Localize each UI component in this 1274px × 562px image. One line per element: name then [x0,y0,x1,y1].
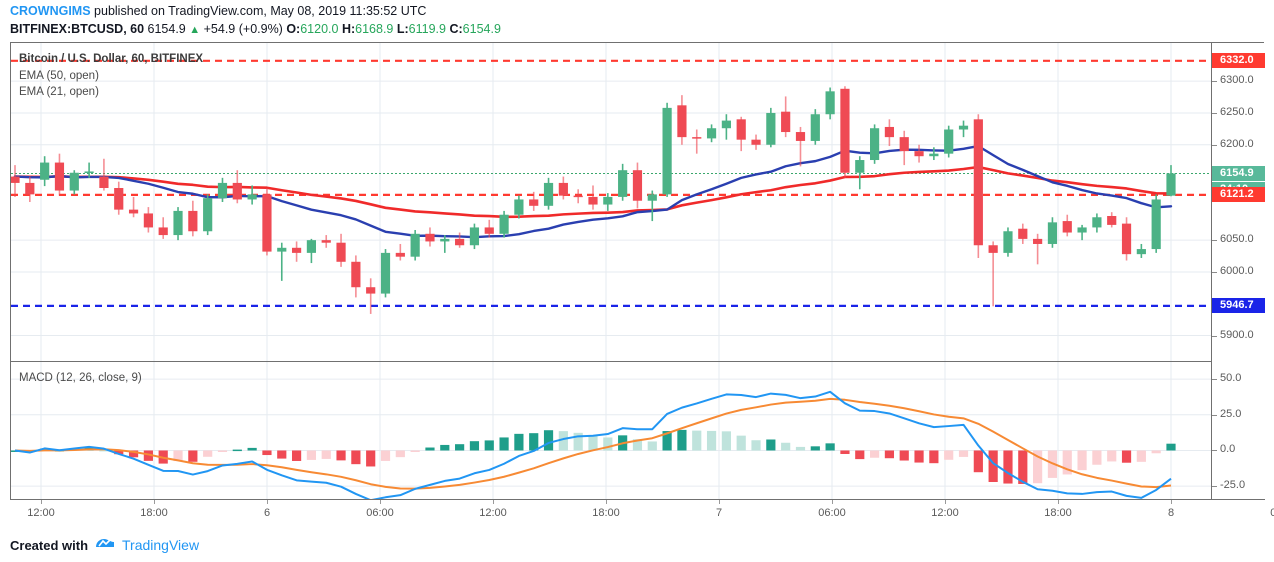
low-key: L: [396,22,409,36]
chart-frame: Bitcoin / U.S. Dollar, 60, BITFINEX EMA … [10,42,1274,519]
price-plot [11,43,1211,361]
macd-pane[interactable]: MACD (12, 26, close, 9) [11,362,1211,499]
time-axis-label: 12:00 [27,507,55,519]
time-tick [832,500,833,504]
axis-tick [1212,81,1217,83]
time-axis-label: 8 [1167,507,1175,519]
footer: Created with TradingView [10,533,199,557]
time-axis-label: 6 [263,507,271,519]
up-triangle-icon: ▲ [189,24,201,36]
last-price: 6154.9 [147,22,186,36]
price-tick-label: 6300.0 [1220,74,1254,87]
axis-tick [1212,335,1217,337]
time-axis-divider [11,499,1265,500]
time-axis-label: 06:00 [1270,507,1274,519]
axis-divider [1211,43,1212,499]
time-tick [493,500,494,504]
price-tick-label: 5900.0 [1220,328,1254,341]
time-tick [606,500,607,504]
macd-tick-label: -25.0 [1220,479,1246,492]
price-tick-label: 6050.0 [1220,233,1254,246]
price-legend-ema50: EMA (50, open) [19,70,99,82]
axis-tick [1212,414,1217,416]
price-tick-label: 6000.0 [1220,264,1254,277]
published-text: published on TradingView.com, May 08, 20… [94,4,427,18]
publication-line: CROWNGIMS published on TradingView.com, … [10,3,1274,19]
macd-plot [11,362,1211,499]
axis-tick [1212,271,1217,273]
time-axis-label: 18:00 [592,507,620,519]
time-axis-label: 06:00 [366,507,394,519]
low-value: 6119.9 [408,22,446,36]
axis-tick [1212,450,1217,452]
time-tick [945,500,946,504]
chart-header: CROWNGIMS published on TradingView.com, … [0,0,1274,40]
time-axis-label: 12:00 [479,507,507,519]
created-with-label: Created with [10,537,89,553]
last-price-badge[interactable]: 6154.9 [1212,165,1265,181]
symbol-label[interactable]: BITFINEX:BTCUSD, 60 [10,22,145,36]
high-value: 6168.9 [355,22,394,36]
tradingview-logo-icon [94,535,116,556]
resistance-price-badge[interactable]: 6332.0 [1212,53,1265,69]
time-tick [719,500,720,504]
axis-tick [1212,486,1217,488]
time-axis-label: 18:00 [1044,507,1072,519]
time-axis-label: 7 [715,507,723,519]
support-price-badge[interactable]: 5946.7 [1212,298,1265,314]
macd-tick-label: 50.0 [1220,372,1242,385]
macd-legend: MACD (12, 26, close, 9) [19,372,142,384]
axis-tick [1212,144,1217,146]
time-axis-label: 12:00 [931,507,959,519]
axis-tick [1212,379,1217,381]
close-key: C: [449,22,463,36]
axis-tick [1212,240,1217,242]
macd-tick-label: 0.0 [1220,443,1236,456]
price-tick-label: 6250.0 [1220,105,1254,118]
price-change: +54.9 (+0.9%) [203,22,283,36]
price-legend-ema21: EMA (21, open) [19,86,99,98]
time-axis-label: 06:00 [818,507,846,519]
macd-tick-label: 25.0 [1220,407,1242,420]
time-tick [380,500,381,504]
time-tick [1058,500,1059,504]
price-tick-label: 6200.0 [1220,137,1254,150]
time-tick [41,500,42,504]
tradingview-brand-label: TradingView [122,537,200,553]
pane-divider [11,361,1211,362]
price-pane[interactable]: Bitcoin / U.S. Dollar, 60, BITFINEX EMA … [11,43,1211,361]
open-key: O: [286,22,301,36]
price-legend-title: Bitcoin / U.S. Dollar, 60, BITFINEX [19,53,204,65]
time-axis-label: 18:00 [140,507,168,519]
open-price-badge[interactable]: 6121.2 [1212,187,1265,203]
open-value: 6120.0 [300,22,339,36]
time-tick [154,500,155,504]
author-name[interactable]: CROWNGIMS [10,4,91,18]
time-tick [1171,500,1172,504]
axis-tick [1212,112,1217,114]
close-value: 6154.9 [462,22,501,36]
time-tick [267,500,268,504]
high-key: H: [341,22,356,36]
price-scale[interactable]: 6300.0 6250.0 6200.0 6050.0 6000.0 5900.0 50.0… [1212,43,1265,499]
quote-line: BITFINEX:BTCUSD, 60 6154.9 ▲ +54.9 (+0.9… [10,21,1274,38]
